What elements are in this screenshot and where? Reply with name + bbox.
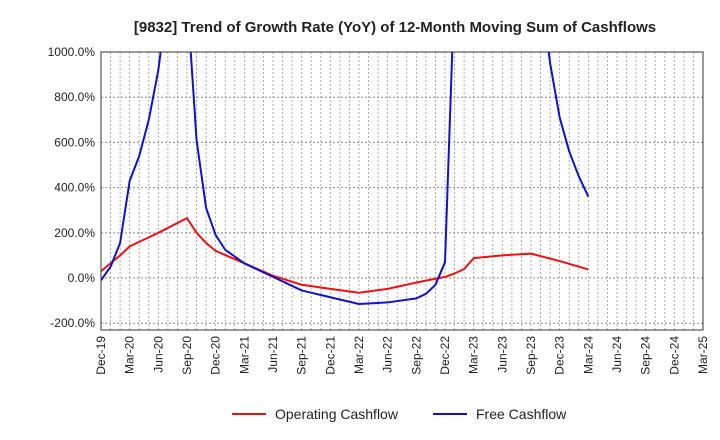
series-lines (101, 52, 590, 306)
operating-cashflow-line (101, 217, 589, 294)
x-tick-label: Sep-20 (180, 336, 194, 375)
x-tick-label: Dec-20 (209, 336, 223, 375)
x-tick-label: Jun-20 (151, 336, 165, 373)
x-tick-label: Sep-21 (295, 336, 309, 375)
y-tick-label: 600.0% (54, 135, 95, 149)
x-tick-label: Jun-24 (610, 336, 624, 373)
x-tick-label: Jun-22 (381, 336, 395, 373)
x-tick-label: Dec-24 (667, 336, 681, 375)
x-tick-label: Jun-21 (266, 336, 280, 373)
y-tick-label: 0.0% (68, 271, 96, 285)
x-tick-label: Mar-25 (696, 336, 710, 374)
y-tick-label: -200.0% (50, 316, 95, 330)
x-tick-label: Dec-23 (553, 336, 567, 375)
legend-label: Operating Cashflow (275, 406, 399, 422)
free-cashflow-line (101, 52, 590, 306)
x-tick-label: Dec-21 (323, 336, 337, 375)
x-tick-label: Sep-23 (524, 336, 538, 375)
x-tick-label: Sep-24 (639, 336, 653, 375)
x-tick-label: Mar-20 (123, 336, 137, 374)
x-tick-label: Mar-21 (237, 336, 251, 374)
y-tick-label: 800.0% (54, 90, 95, 104)
y-tick-label: 200.0% (54, 226, 95, 240)
x-tick-labels: Dec-19 Mar-20 Jun-20 Sep-20 Dec-20 Mar-21 Jun-… (94, 336, 710, 375)
y-tick-labels: -200.0% 0.0% 200.0% 400.0% 600.0% 800.0% 1000.… (48, 45, 96, 330)
x-tick-label: Dec-22 (438, 336, 452, 375)
plot-frame (100, 51, 704, 331)
x-tick-label: Mar-24 (581, 336, 595, 374)
legend-label: Free Cashflow (476, 406, 567, 422)
y-tick-label: 400.0% (54, 181, 95, 195)
chart-title: [9832] Trend of Growth Rate (YoY) of 12-… (134, 19, 656, 36)
x-tick-label: Sep-22 (409, 336, 423, 375)
legend: Operating Cashflow Free Cashflow (232, 406, 567, 422)
y-tick-label: 1000.0% (48, 45, 96, 59)
x-tick-label: Mar-23 (467, 336, 481, 374)
x-tick-label: Dec-19 (94, 336, 108, 375)
axes (100, 51, 704, 331)
x-tick-label: Jun-23 (495, 336, 509, 373)
x-tick-label: Mar-22 (352, 336, 366, 374)
